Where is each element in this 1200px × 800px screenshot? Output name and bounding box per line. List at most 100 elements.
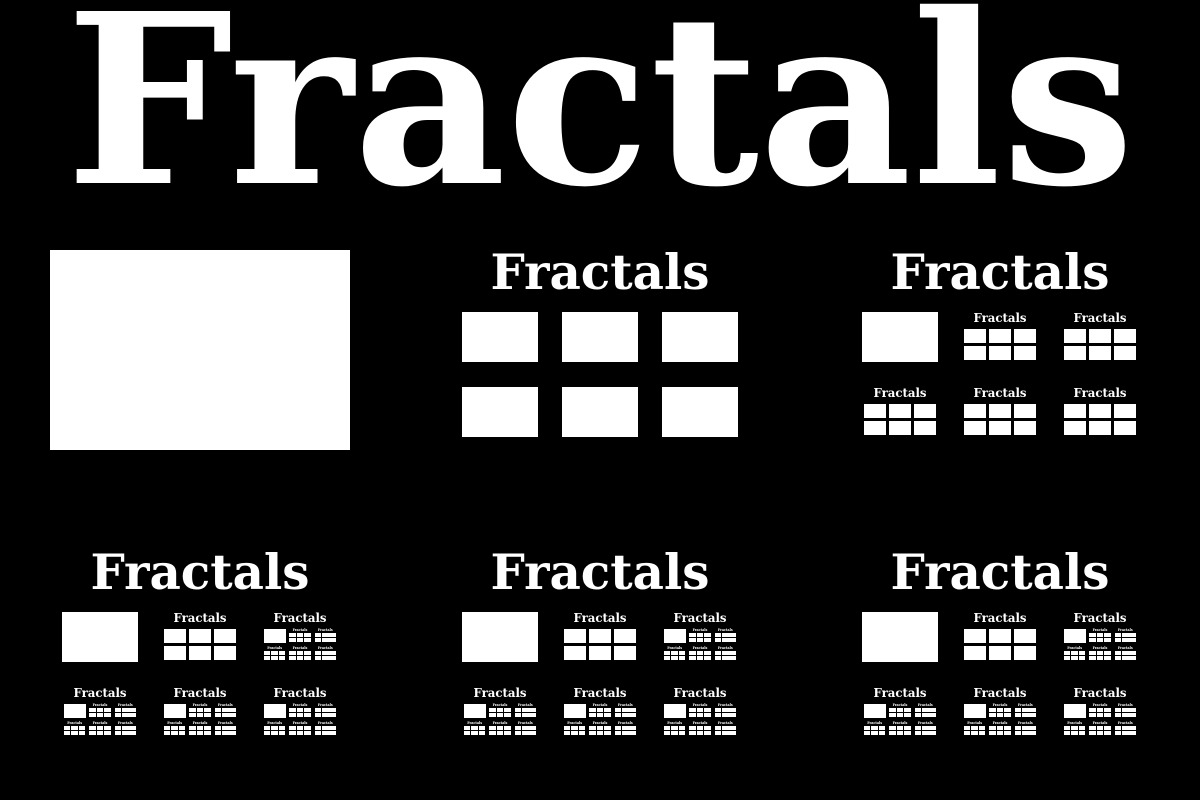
fractal-title: Fractals xyxy=(892,720,908,725)
fractal-block xyxy=(289,633,296,638)
fractal-block xyxy=(629,730,637,735)
fractal-block xyxy=(889,725,896,730)
fractal-block xyxy=(989,708,996,713)
fractal-title: Fractals xyxy=(273,611,327,626)
fractal-block xyxy=(1104,725,1111,730)
fractal-title: Fractals xyxy=(1073,311,1127,326)
fractal-block xyxy=(729,633,737,638)
fractal-block xyxy=(189,730,196,735)
fractal-block xyxy=(296,638,304,643)
fractal-block xyxy=(304,713,311,718)
fractal-block xyxy=(289,638,296,643)
fractal-block xyxy=(1096,730,1104,735)
fractal-block xyxy=(314,633,322,638)
fractal-block xyxy=(514,725,522,730)
fractal-block xyxy=(904,730,911,735)
fractal-block xyxy=(222,708,229,713)
fractal-block xyxy=(1014,708,1022,713)
fractal-block xyxy=(1122,638,1129,643)
fractal-block xyxy=(614,725,622,730)
fractal-block xyxy=(563,703,586,718)
fractal-block xyxy=(122,708,129,713)
fractal-block xyxy=(322,708,329,713)
fractal-block xyxy=(1114,713,1122,718)
fractal-block xyxy=(671,730,678,735)
fractal-block xyxy=(589,713,596,718)
fractal-block xyxy=(888,403,912,418)
fractal-block xyxy=(622,730,629,735)
fractal-block xyxy=(489,708,496,713)
fractal-title: Fractals xyxy=(1117,720,1133,725)
fractal-block xyxy=(1022,708,1029,713)
fractal-block xyxy=(462,387,538,437)
fractal-title: Fractals xyxy=(667,720,683,725)
fractal-block xyxy=(1089,655,1096,660)
fractal-block xyxy=(696,730,704,735)
fractal-block xyxy=(214,725,222,730)
fractal-title: Fractals xyxy=(490,245,710,302)
fractal-title: Fractals xyxy=(217,703,233,708)
fractal-block xyxy=(278,730,286,735)
fractal-block xyxy=(722,655,729,660)
fractal-block xyxy=(722,708,729,713)
fractal-block xyxy=(214,646,237,661)
fractal-title: Fractals xyxy=(317,703,333,708)
fractal-title: Fractals xyxy=(173,611,227,626)
fractal-title: Fractals xyxy=(492,703,508,708)
fractal-block xyxy=(329,650,337,655)
fractal-block xyxy=(189,725,196,730)
fractal-block xyxy=(329,655,337,660)
fractal-block xyxy=(1104,633,1111,638)
fractal-block xyxy=(163,725,171,730)
fractal-block xyxy=(896,713,904,718)
fractal-block xyxy=(1122,633,1129,638)
fractal-block xyxy=(289,730,296,735)
fractal-block xyxy=(704,713,711,718)
fractal-block xyxy=(629,725,637,730)
fractal-block xyxy=(271,730,278,735)
fractal-block xyxy=(1014,628,1037,643)
fractal-block xyxy=(71,725,78,730)
fractal-block xyxy=(1089,638,1096,643)
fractal-block xyxy=(50,250,350,450)
fractal-block xyxy=(1089,633,1096,638)
fractal-block xyxy=(1129,633,1137,638)
fractal-block xyxy=(1114,708,1122,713)
fractal-block xyxy=(929,708,937,713)
fractal-block xyxy=(1096,638,1104,643)
fractal-title: Fractals xyxy=(1073,386,1127,401)
fractal-block xyxy=(62,612,138,662)
fractal-block xyxy=(296,708,304,713)
fractal-block xyxy=(1063,346,1086,361)
fractal-block xyxy=(114,730,122,735)
fractal-block xyxy=(589,725,596,730)
fractal-block xyxy=(1114,328,1137,343)
fractal-block xyxy=(104,713,111,718)
fractal-block xyxy=(989,725,996,730)
fractal-title: Fractals xyxy=(917,720,933,725)
fractal-title: Fractals xyxy=(973,311,1027,326)
fractal-block xyxy=(963,725,971,730)
fractal-block xyxy=(278,655,286,660)
fractal-block xyxy=(689,633,696,638)
fractal-block xyxy=(1129,638,1137,643)
fractal-block xyxy=(462,612,538,662)
fractal-block xyxy=(729,650,737,655)
fractal-block xyxy=(988,646,1012,661)
fractal-block xyxy=(614,708,622,713)
fractal-block xyxy=(304,708,311,713)
fractal-block xyxy=(1114,638,1122,643)
fractal-block xyxy=(214,708,222,713)
fractal-block xyxy=(696,633,704,638)
fractal-block xyxy=(314,725,322,730)
fractal-title: Fractals xyxy=(90,545,310,602)
fractal-block xyxy=(614,628,637,643)
fractal-block xyxy=(229,725,237,730)
fractal-block xyxy=(563,646,586,661)
fractal-block xyxy=(1063,650,1071,655)
fractal-block xyxy=(314,638,322,643)
fractal-block xyxy=(322,650,329,655)
fractal-block xyxy=(1004,713,1011,718)
fractal-block xyxy=(122,725,129,730)
